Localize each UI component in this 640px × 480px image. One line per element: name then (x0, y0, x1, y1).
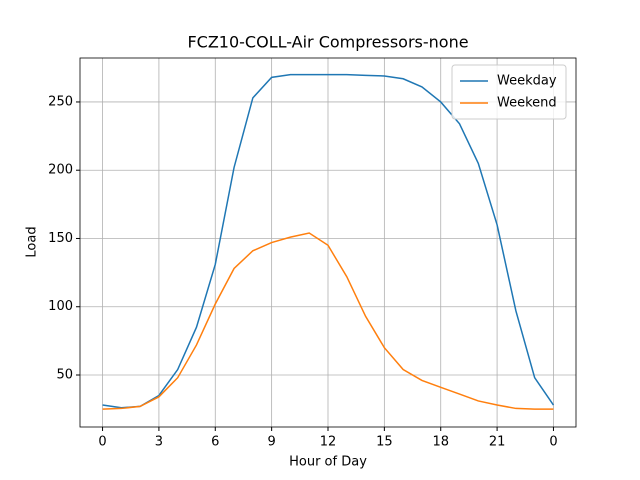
x-tick-label: 6 (211, 435, 219, 450)
x-tick-label: 3 (155, 435, 163, 450)
y-tick-label: 200 (48, 163, 73, 178)
y-tick-label: 250 (48, 94, 73, 109)
x-axis-label: Hour of Day (289, 455, 367, 470)
legend-label: Weekend (497, 96, 557, 111)
y-tick-label: 150 (48, 231, 73, 246)
y-tick-label: 50 (56, 367, 73, 382)
y-tick-label: 100 (48, 299, 73, 314)
chart-title: FCZ10-COLL-Air Compressors-none (187, 33, 468, 52)
y-axis-label: Load (25, 226, 40, 257)
x-tick-label: 21 (489, 435, 506, 450)
legend-label: Weekday (497, 74, 557, 89)
legend-box (451, 64, 567, 120)
data-line (102, 73, 555, 409)
x-tick-label: 0 (98, 435, 106, 450)
x-tick-label: 18 (432, 435, 449, 450)
x-tick-label: 9 (267, 435, 275, 450)
x-tick-label: 0 (549, 435, 557, 450)
data-line (102, 232, 554, 410)
x-tick-label: 12 (320, 435, 337, 450)
x-tick-label: 15 (376, 435, 393, 450)
plot-frame (79, 57, 577, 428)
